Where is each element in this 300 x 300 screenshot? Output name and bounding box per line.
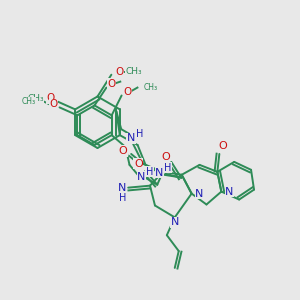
Text: O: O bbox=[218, 141, 227, 151]
Text: O: O bbox=[46, 94, 55, 103]
Text: N: N bbox=[137, 172, 146, 182]
Text: H: H bbox=[146, 167, 153, 177]
Text: CH₃: CH₃ bbox=[27, 94, 44, 103]
Text: H: H bbox=[118, 193, 126, 202]
Text: N: N bbox=[118, 183, 126, 193]
Text: H: H bbox=[136, 129, 144, 139]
Text: O: O bbox=[123, 86, 132, 97]
Text: N: N bbox=[225, 187, 233, 196]
Text: O: O bbox=[161, 152, 170, 162]
Text: N: N bbox=[127, 133, 135, 143]
Text: O: O bbox=[107, 79, 116, 88]
Text: N: N bbox=[171, 217, 179, 227]
Text: CH₃: CH₃ bbox=[143, 83, 158, 92]
Text: CH₃: CH₃ bbox=[22, 97, 36, 106]
Text: N: N bbox=[155, 168, 164, 178]
Text: H: H bbox=[164, 163, 171, 173]
Text: O: O bbox=[134, 159, 143, 169]
Text: N: N bbox=[195, 189, 204, 199]
Text: O: O bbox=[115, 67, 123, 77]
Text: O: O bbox=[50, 99, 58, 110]
Text: N: N bbox=[195, 189, 204, 199]
Text: CH₃: CH₃ bbox=[126, 67, 142, 76]
Text: O: O bbox=[119, 146, 128, 156]
